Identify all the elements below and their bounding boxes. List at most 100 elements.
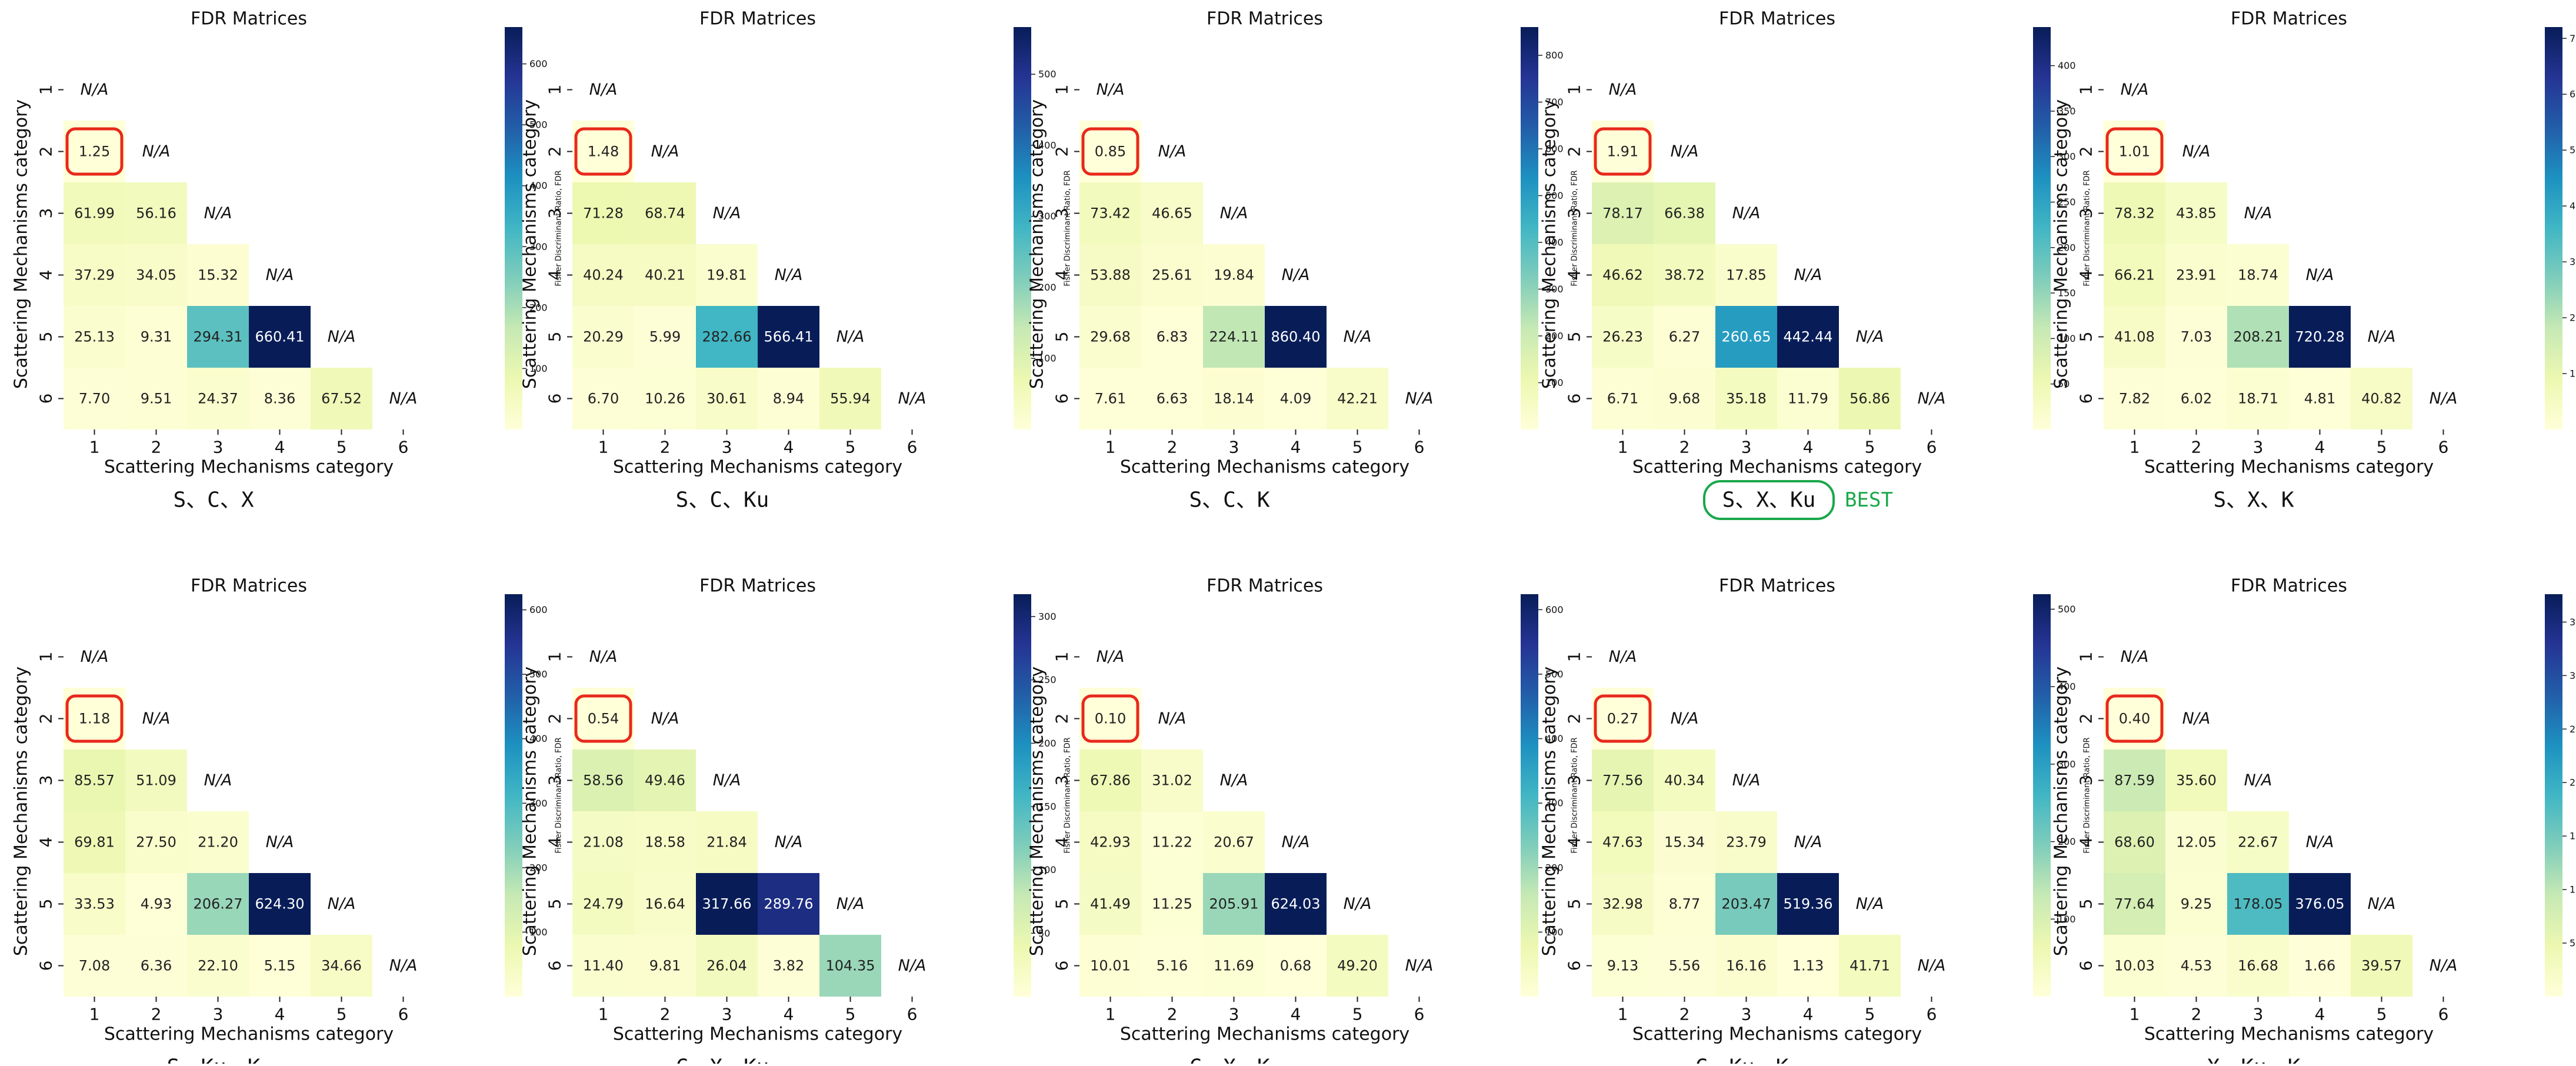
x-tick-label: 6 (2438, 1005, 2449, 1024)
na-label: N/A (1794, 833, 1822, 851)
cell-value: 51.09 (136, 772, 176, 789)
x-tick-label: 6 (907, 1005, 918, 1024)
cell-value: 0.27 (1607, 711, 1638, 727)
na-label: N/A (1282, 833, 1310, 851)
y-tick-label: 5 (545, 332, 565, 342)
y-axis-label: Scattering Mechanisms category (520, 99, 541, 389)
x-axis-label: Scattering Mechanisms category (1120, 1024, 1409, 1045)
cell-value: 7.61 (1095, 391, 1126, 407)
x-tick-label: 1 (2130, 1005, 2140, 1024)
cell-value: 21.20 (198, 834, 238, 851)
chart-title: FDR Matrices (191, 9, 307, 29)
cell-value: 53.88 (1090, 267, 1131, 284)
y-tick-label: 6 (545, 394, 565, 404)
colorbar (2545, 27, 2562, 429)
na-label: N/A (589, 81, 618, 99)
cell-value: 24.37 (198, 391, 238, 407)
x-tick-label: 4 (275, 1005, 285, 1024)
cell-value: 78.32 (2114, 205, 2155, 222)
x-tick-label: 2 (2191, 1005, 2202, 1024)
x-tick-label: 1 (598, 438, 609, 457)
x-tick-label: 1 (89, 438, 100, 457)
na-label: N/A (2430, 957, 2458, 975)
cell-value: 22.67 (2238, 834, 2278, 851)
x-tick-label: 3 (1229, 438, 1239, 457)
x-tick-label: 5 (1865, 438, 1875, 457)
y-tick-label: 5 (1052, 899, 1072, 910)
cell-value: 1.66 (2304, 958, 2335, 974)
na-label: N/A (1732, 204, 1761, 222)
cell-value: 720.28 (2295, 329, 2345, 345)
cell-value: 66.21 (2114, 267, 2155, 284)
y-tick-label: 2 (1565, 146, 1584, 157)
y-tick-label: 3 (545, 208, 565, 219)
cell-value: 260.65 (1722, 329, 1771, 345)
cell-value: 0.54 (588, 711, 619, 727)
cell-value: 4.09 (1280, 391, 1311, 407)
cell-value: 18.14 (1214, 391, 1254, 407)
cell-value: 566.41 (764, 329, 814, 345)
na-label: N/A (1282, 266, 1310, 284)
cell-value: 78.17 (1602, 205, 1643, 222)
x-tick-label: 5 (336, 1005, 347, 1024)
cell-value: 7.03 (2181, 329, 2212, 345)
na-label: N/A (1918, 389, 1946, 408)
y-tick-label: 6 (1565, 394, 1584, 404)
y-tick-label: 6 (36, 961, 56, 971)
cell-value: 27.50 (136, 834, 176, 851)
y-tick-label: 4 (545, 270, 565, 281)
cell-value: 47.63 (1602, 834, 1643, 851)
na-label: N/A (142, 142, 171, 161)
y-tick-label: 2 (545, 146, 565, 157)
na-label: N/A (589, 648, 618, 666)
cell-value: 19.84 (1214, 267, 1254, 284)
y-tick-label: 1 (545, 652, 565, 662)
y-tick-label: 1 (36, 85, 56, 95)
x-tick-label: 3 (2253, 438, 2264, 457)
colorbar-label: Fisher Discriminant Ratio, FDR (2083, 737, 2092, 853)
cell-value: 16.68 (2238, 958, 2278, 974)
na-label: N/A (2368, 895, 2396, 913)
cell-value: 35.60 (2176, 772, 2217, 789)
y-tick-label: 1 (2077, 85, 2096, 95)
y-tick-label: 3 (36, 775, 56, 786)
y-tick-label: 4 (36, 270, 56, 281)
cell-value: 11.22 (1152, 834, 1192, 851)
cell-value: 18.58 (645, 834, 685, 851)
colorbar-tick-label: 250 (2570, 724, 2576, 735)
combination-label: S、C、K (1189, 488, 1269, 512)
y-tick-label: 1 (1052, 85, 1072, 95)
na-label: N/A (1405, 389, 1434, 408)
cell-value: 4.93 (141, 896, 172, 912)
x-tick-label: 4 (2315, 1005, 2325, 1024)
x-tick-label: 3 (1741, 1005, 1752, 1024)
cell-value: 16.64 (645, 896, 685, 912)
cell-value: 6.02 (2181, 391, 2212, 407)
colorbar-tick-label: 400 (2058, 60, 2076, 71)
cell-value: 68.74 (645, 205, 685, 222)
cell-value: 43.85 (2176, 205, 2217, 222)
y-tick-label: 3 (1565, 208, 1584, 219)
y-axis-label: Scattering Mechanisms category (1539, 667, 1560, 956)
cell-value: 1.13 (1792, 958, 1824, 974)
na-label: N/A (713, 204, 741, 222)
cell-value: 33.53 (74, 896, 115, 912)
chart-title: FDR Matrices (1207, 576, 1323, 597)
na-label: N/A (81, 648, 109, 666)
na-label: N/A (775, 833, 803, 851)
cell-value: 23.79 (1726, 834, 1767, 851)
x-tick-label: 3 (722, 1005, 732, 1024)
colorbar-tick-label: 500 (2058, 604, 2076, 615)
chart-title: FDR Matrices (2231, 576, 2347, 597)
na-label: N/A (2244, 771, 2272, 789)
x-tick-label: 6 (1927, 1005, 1937, 1024)
y-tick-label: 3 (1565, 775, 1584, 786)
cell-value: 6.27 (1669, 329, 1700, 345)
colorbar-tick-label: 150 (2570, 831, 2576, 842)
cell-value: 56.86 (1849, 391, 1890, 407)
x-tick-label: 3 (2253, 1005, 2264, 1024)
x-tick-label: 6 (2438, 438, 2449, 457)
cell-value: 289.76 (764, 896, 814, 912)
